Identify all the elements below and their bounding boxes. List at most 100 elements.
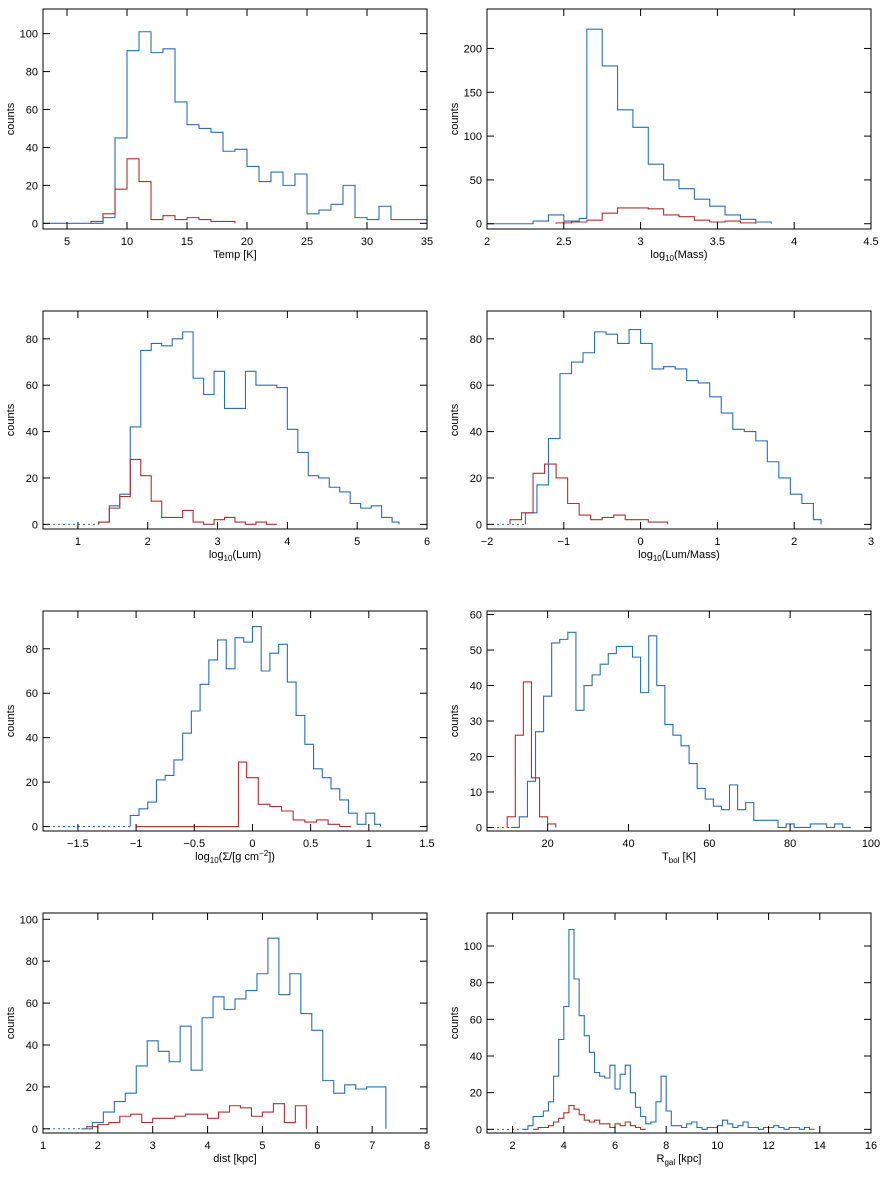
plot-frame <box>486 310 872 530</box>
y-tick-label: 80 <box>470 334 482 346</box>
x-axis-label: Temp [K] <box>213 249 256 261</box>
y-tick-label: 200 <box>464 43 482 55</box>
x-tick-label: 5 <box>354 536 360 548</box>
series-all-line <box>43 31 428 224</box>
x-tick-label: 4 <box>284 536 290 548</box>
x-tick-label: 0 <box>249 838 255 850</box>
y-tick-label: 40 <box>26 427 38 439</box>
y-tick-label: 20 <box>26 473 38 485</box>
chart-panel-5: −1.5 −1 −0.5 0 0.5 1 1.5 0 20 40 60 80 log10(Σ/[g cm… <box>5 610 435 865</box>
y-tick-label: 0 <box>476 1124 482 1136</box>
y-axis-label: counts <box>449 1006 461 1039</box>
y-tick-label: 0 <box>476 822 482 834</box>
x-tick-label: 4 <box>561 1140 567 1152</box>
x-tick-label: 15 <box>181 236 193 248</box>
series-subset-line <box>506 681 557 828</box>
x-tick-label: 60 <box>703 838 715 850</box>
x-axis-label: log10(Mass) <box>650 249 707 263</box>
y-axis-label: counts <box>5 1006 17 1039</box>
x-tick-label: 0 <box>638 536 644 548</box>
plot-frame <box>486 610 872 832</box>
series-subset-line <box>136 761 352 828</box>
x-tick-label: −0.5 <box>183 838 205 850</box>
x-tick-label: 1.5 <box>419 838 434 850</box>
series-all-line <box>129 626 382 827</box>
series-all-line <box>487 28 772 225</box>
x-tick-label: 3 <box>868 536 874 548</box>
x-tick-label: 1 <box>75 536 81 548</box>
x-tick-label: 4 <box>205 1140 211 1152</box>
x-tick-label: 40 <box>622 838 634 850</box>
series-all-line <box>524 329 822 525</box>
x-tick-label: 1 <box>40 1140 46 1152</box>
y-axis-label: counts <box>449 102 461 135</box>
y-tick-label: 80 <box>26 956 38 968</box>
y-axis-label: counts <box>449 704 461 737</box>
y-tick-label: 40 <box>26 1040 38 1052</box>
y-tick-label: 100 <box>464 941 482 953</box>
x-tick-label: 16 <box>865 1140 877 1152</box>
x-tick-label: 20 <box>241 236 253 248</box>
x-tick-label: −1 <box>558 536 571 548</box>
y-tick-label: 20 <box>26 180 38 192</box>
y-tick-label: 40 <box>26 733 38 745</box>
x-tick-label: −2 <box>481 536 494 548</box>
x-axis-label: Rgal [kpc] <box>657 1153 702 1167</box>
x-tick-label: 3 <box>214 536 220 548</box>
y-tick-label: 60 <box>26 998 38 1010</box>
x-tick-label: 10 <box>711 1140 723 1152</box>
y-tick-label: 60 <box>470 380 482 392</box>
x-tick-label: 1 <box>714 536 720 548</box>
y-tick-label: 50 <box>470 175 482 187</box>
y-tick-label: 40 <box>470 427 482 439</box>
x-tick-label: 2 <box>791 536 797 548</box>
chart-panel-2: 2 2.5 3 3.5 4 4.5 0 50 100 150 200 log10(Mass) count… <box>449 8 879 263</box>
x-tick-label: 7 <box>369 1140 375 1152</box>
y-axis-label: counts <box>5 403 17 436</box>
series-all-line <box>81 937 387 1130</box>
plot-frame <box>42 310 428 530</box>
y-axis-label: counts <box>5 704 17 737</box>
y-tick-label: 20 <box>26 777 38 789</box>
x-tick-label: 6 <box>612 1140 618 1152</box>
y-tick-label: 0 <box>32 1124 38 1136</box>
chart-panel-1: 5 10 15 20 25 30 35 0 20 40 60 80 100 Temp [K] counts <box>5 8 433 261</box>
y-tick-label: 50 <box>470 645 482 657</box>
x-tick-label: 12 <box>762 1140 774 1152</box>
plot-frame <box>42 610 428 832</box>
y-tick-label: 80 <box>26 67 38 79</box>
x-tick-label: 2 <box>145 536 151 548</box>
series-subset-line <box>86 1103 307 1129</box>
y-tick-label: 0 <box>32 218 38 230</box>
y-tick-label: 100 <box>20 29 38 41</box>
series-subset-line <box>509 463 669 525</box>
series-subset-line <box>555 207 757 224</box>
series-subset-line <box>90 158 236 224</box>
series-all-line <box>522 928 815 1130</box>
y-tick-label: 0 <box>476 519 482 531</box>
x-tick-label: 1 <box>366 838 372 850</box>
x-tick-label: 6 <box>424 536 430 548</box>
chart-panel-8: 2 4 6 8 10 12 14 16 0 20 40 60 80 100 Rgal [kpc] counts <box>449 912 877 1167</box>
x-tick-label: 6 <box>314 1140 320 1152</box>
x-tick-label: 4.5 <box>863 236 878 248</box>
y-tick-label: 0 <box>32 519 38 531</box>
y-tick-label: 60 <box>26 380 38 392</box>
plot-frame <box>486 912 872 1134</box>
y-axis-label: counts <box>449 403 461 436</box>
x-tick-label: 2.5 <box>556 236 571 248</box>
y-tick-label: 40 <box>26 142 38 154</box>
plot-frame <box>486 8 872 230</box>
y-tick-label: 60 <box>26 105 38 117</box>
x-axis-label: log10(Lum) <box>209 549 261 563</box>
x-tick-label: 0.5 <box>303 838 318 850</box>
y-axis-label: counts <box>5 102 17 135</box>
chart-panel-6: 20 40 60 80 100 0 10 20 30 40 50 60 Tbol [K] counts <box>449 610 880 865</box>
y-tick-label: 80 <box>470 978 482 990</box>
series-subset-line <box>98 458 277 525</box>
y-tick-label: 60 <box>470 1014 482 1026</box>
y-tick-label: 30 <box>470 716 482 728</box>
chart-panel-4: −2 −1 0 1 2 3 0 20 40 60 80 log10(Lum/Mass) counts <box>449 310 874 563</box>
